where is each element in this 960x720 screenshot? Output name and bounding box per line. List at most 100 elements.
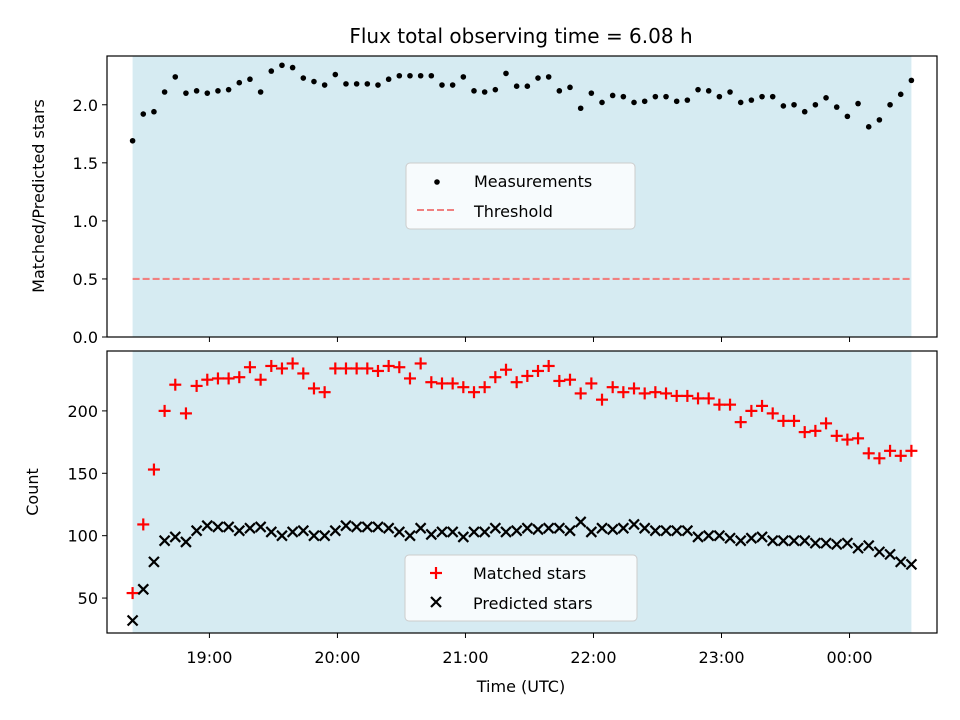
- predicted-stars-point: [532, 523, 544, 536]
- matched-stars-point: [350, 362, 363, 375]
- measurement-point: [460, 74, 467, 80]
- measurement-point: [887, 101, 893, 108]
- predicted-stars-point: [542, 522, 555, 534]
- matched-stars-point: [756, 399, 769, 412]
- measurement-point: [129, 137, 136, 144]
- x-tick-label: 21:00: [442, 648, 488, 667]
- measurement-point: [236, 79, 243, 86]
- top-x-ticks: [208, 337, 851, 342]
- matched-stars-point: [809, 424, 822, 437]
- matched-stars-point: [179, 407, 192, 420]
- matched-stars-point: [478, 381, 491, 394]
- matched-stars-point: [574, 387, 587, 400]
- bottom-legend-box: [404, 554, 638, 622]
- matched-stars-point: [126, 587, 139, 600]
- legend-matched-marker: [430, 567, 442, 579]
- predicted-stars-point: [585, 526, 598, 538]
- measurement-point: [780, 103, 787, 109]
- predicted-stars-point: [777, 534, 790, 547]
- x-tick-label: 22:00: [570, 648, 616, 667]
- predicted-stars-point: [638, 522, 651, 534]
- legend-predicted-label: Predicted stars: [473, 594, 593, 613]
- matched-stars-point: [660, 387, 673, 400]
- predicted-stars-point: [510, 524, 523, 537]
- matched-stars-point: [201, 373, 214, 386]
- measurement-point: [652, 93, 659, 100]
- measurement-point: [428, 72, 435, 79]
- bottom-marks: [126, 357, 918, 627]
- matched-stars-point: [606, 381, 619, 394]
- matched-stars-point: [499, 363, 512, 376]
- measurement-point: [631, 99, 637, 106]
- predicted-stars-point: [340, 519, 352, 532]
- matched-stars-point: [190, 379, 203, 392]
- predicted-stars-point: [841, 537, 854, 549]
- measurement-point: [225, 86, 232, 93]
- bot-y-tick-label: 100: [67, 527, 98, 546]
- predicted-stars-point: [436, 526, 448, 538]
- matched-stars-point: [425, 376, 438, 389]
- measurement-point: [172, 74, 179, 80]
- matched-stars-point: [467, 386, 480, 399]
- matched-stars-point: [873, 452, 886, 465]
- matched-stars-point: [147, 463, 160, 476]
- matched-stars-point: [275, 362, 288, 375]
- x-axis-label: Time (UTC): [476, 677, 565, 696]
- predicted-stars-point: [873, 546, 886, 558]
- predicted-stars-point: [308, 529, 320, 542]
- matched-stars-point: [564, 373, 577, 386]
- predicted-stars-point: [628, 518, 640, 531]
- measurement-point: [641, 98, 648, 105]
- measurement-point: [215, 88, 221, 94]
- measurement-point: [407, 72, 413, 79]
- measurement-point: [375, 82, 381, 88]
- predicted-stars-point: [446, 526, 459, 538]
- top-y-tick-label: 1.5: [73, 154, 98, 173]
- measurement-point: [908, 77, 915, 84]
- matched-stars-point: [382, 359, 395, 372]
- x-tick-label: 00:00: [826, 648, 872, 667]
- predicted-stars-point: [276, 529, 288, 542]
- predicted-stars-point: [180, 536, 192, 548]
- measurement-point: [673, 98, 680, 105]
- measurement-point: [609, 92, 616, 99]
- measurement-point: [321, 82, 328, 88]
- top-y-ticks: 0.0 0.5 1.0 1.5 2.0: [73, 96, 107, 347]
- measurement-point: [865, 124, 872, 130]
- matched-stars-point: [371, 364, 384, 377]
- top-panel: 0.00.51.01.52.0 Matched/Predicted stars …: [29, 55, 938, 347]
- predicted-stars-point: [713, 529, 726, 542]
- matched-stars-point: [521, 369, 534, 382]
- measurement-point: [385, 76, 392, 83]
- matched-stars-point: [297, 367, 310, 380]
- matched-stars-point: [596, 393, 609, 406]
- measurement-point: [492, 86, 499, 93]
- measurement-point: [279, 62, 285, 69]
- matched-stars-point: [820, 417, 833, 430]
- measurement-point: [268, 68, 275, 74]
- predicted-stars-point: [286, 526, 299, 538]
- matched-stars-point: [681, 389, 694, 402]
- matched-stars-point: [713, 398, 726, 411]
- matched-stars-point: [532, 364, 545, 377]
- bottom-y-ticks: 50 100 150 200: [67, 402, 107, 608]
- matched-stars-point: [137, 518, 150, 531]
- predicted-stars-point: [414, 522, 427, 534]
- predicted-stars-point: [137, 583, 150, 596]
- matched-stars-point: [393, 361, 406, 374]
- measurement-point: [759, 93, 765, 100]
- chart-title: Flux total observing time = 6.08 h: [349, 24, 692, 48]
- matched-stars-point: [211, 372, 224, 385]
- measurement-point: [663, 93, 669, 100]
- measurement-point: [577, 105, 584, 112]
- matched-stars-point: [884, 444, 897, 457]
- predicted-stars-point: [201, 519, 214, 532]
- measurement-point: [289, 64, 296, 71]
- matched-stars-point: [158, 404, 171, 417]
- measurement-point: [727, 89, 733, 95]
- measurement-point: [364, 81, 371, 87]
- measurement-point: [183, 90, 189, 96]
- matched-stars-point: [286, 357, 299, 370]
- predicted-stars-point: [702, 529, 715, 542]
- predicted-stars-point: [478, 526, 491, 538]
